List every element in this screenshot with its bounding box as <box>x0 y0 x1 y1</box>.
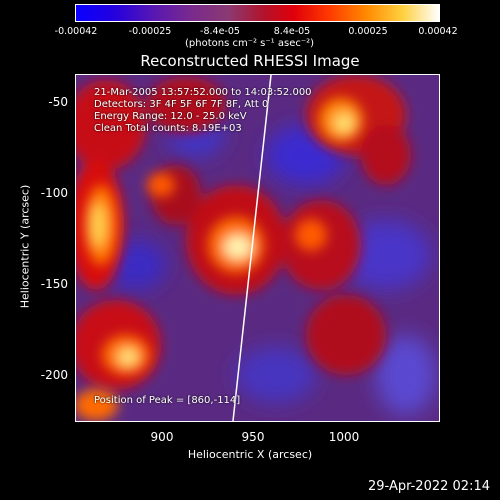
y-tick: -50 <box>48 95 68 109</box>
colorbar-tick: -0.00042 <box>54 26 98 37</box>
footer-date: 29-Apr-2022 02:14 <box>368 479 490 494</box>
colorbar <box>75 4 440 22</box>
colorbar-tick: -0.00025 <box>128 26 172 37</box>
x-tick: 1000 <box>328 430 360 444</box>
colorbar-tick: 8.4e-05 <box>273 26 311 37</box>
plot-title: Reconstructed RHESSI Image <box>140 52 360 70</box>
y-tick: -150 <box>40 277 68 291</box>
info-peak: Position of Peak = [860,-114] <box>94 395 241 406</box>
low-emission-regions <box>106 113 436 415</box>
x-tick: 900 <box>150 430 174 444</box>
colorbar-tick: 0.00042 <box>418 26 458 37</box>
info-clean: Clean Total counts: 8.19E+03 <box>94 123 242 134</box>
image-map <box>76 75 439 421</box>
y-axis-label: Heliocentric Y (arcsec) <box>18 184 32 309</box>
x-tick: 950 <box>241 430 265 444</box>
info-energy: Energy Range: 12.0 - 25.0 keV <box>94 111 247 122</box>
info-time: 21-Mar-2005 13:57:52.000 to 14:03:52.000 <box>94 87 312 98</box>
colorbar-units: (photons cm⁻² s⁻¹ asec⁻²) <box>185 38 315 49</box>
y-tick: -100 <box>40 186 68 200</box>
x-axis-label: Heliocentric X (arcsec) <box>187 448 313 461</box>
colorbar-tick: 0.00025 <box>348 26 388 37</box>
y-tick: -200 <box>40 368 68 382</box>
limb-line <box>232 75 272 421</box>
rhessi-image: 21-Mar-2005 13:57:52.000 to 14:03:52.000… <box>75 74 440 422</box>
colorbar-tick: -8.4e-05 <box>200 26 240 37</box>
bright-sources <box>76 98 363 421</box>
info-detectors: Detectors: 3F 4F 5F 6F 7F 8F, Att 0 <box>94 99 269 110</box>
